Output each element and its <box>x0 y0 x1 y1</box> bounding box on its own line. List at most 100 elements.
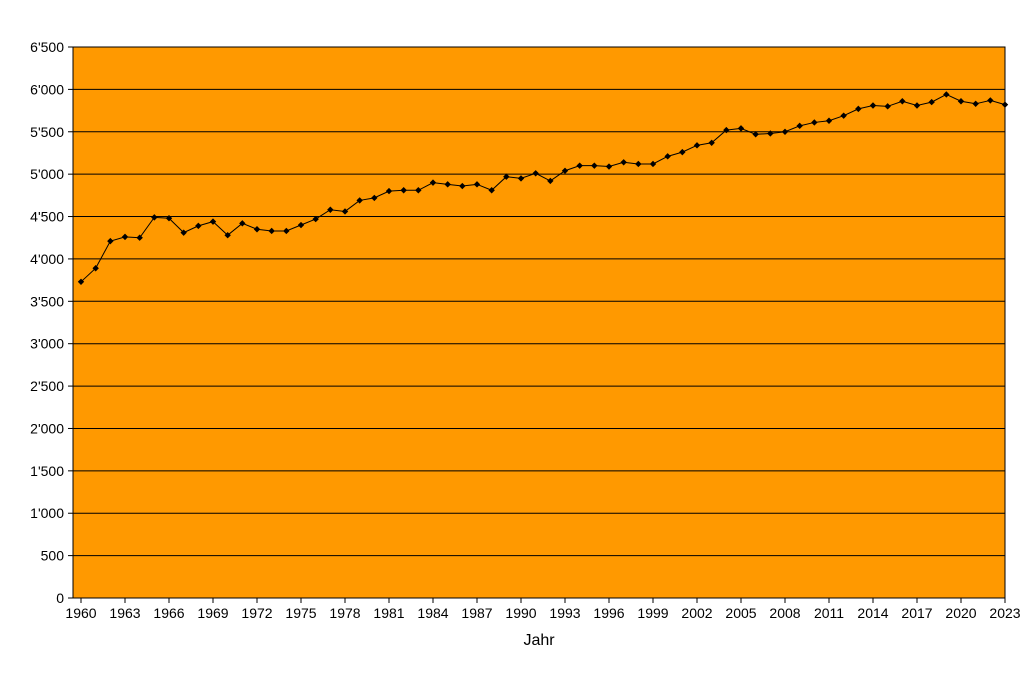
gridlines <box>73 46 1005 599</box>
data-point-marker <box>341 208 349 215</box>
data-point-marker <box>752 131 759 138</box>
y-tick-label: 2'000 <box>30 420 64 436</box>
data-point-marker <box>913 102 921 109</box>
x-tick-label: 1984 <box>417 605 448 621</box>
data-point-marker <box>224 231 231 239</box>
data-point-marker <box>957 98 965 105</box>
data-point-marker <box>855 105 862 113</box>
x-tick-label: 1987 <box>461 605 492 621</box>
x-tick-label: 1972 <box>241 605 272 621</box>
data-point-marker <box>415 187 422 194</box>
x-tick-label: 2011 <box>814 605 844 621</box>
data-point-marker <box>987 97 994 104</box>
x-tick-label: 1975 <box>285 605 316 621</box>
x-tick-label: 2020 <box>945 605 976 621</box>
data-point-marker <box>635 160 642 168</box>
data-point-marker <box>767 130 774 137</box>
data-point-marker <box>825 117 833 124</box>
data-point-marker <box>884 103 891 110</box>
data-point-marker <box>723 126 730 134</box>
data-point-marker <box>532 170 539 177</box>
data-point-marker <box>547 177 554 185</box>
data-point-marker <box>239 220 246 227</box>
data-point-marker <box>664 153 671 160</box>
data-point-marker <box>312 215 319 223</box>
data-point-marker <box>869 102 877 109</box>
x-tick-label: 1999 <box>637 605 668 621</box>
data-point-marker <box>811 119 818 126</box>
data-point-marker <box>165 215 173 222</box>
data-point-marker <box>781 128 789 135</box>
data-point-marker <box>356 197 363 204</box>
x-tick-label: 1978 <box>329 605 360 621</box>
y-tick-label: 1'500 <box>30 463 64 479</box>
data-point-marker <box>92 265 99 272</box>
data-point-marker <box>591 162 598 169</box>
data-point-marker <box>429 179 437 186</box>
data-point-marker <box>928 98 935 106</box>
data-point-marker <box>253 226 261 233</box>
data-point-marker <box>444 181 451 188</box>
series-line <box>80 93 1006 283</box>
data-point-marker <box>576 162 583 169</box>
x-tick-label: 1990 <box>505 605 536 621</box>
data-point-marker <box>459 182 466 190</box>
data-point-marker <box>796 122 803 130</box>
y-tick-label: 500 <box>41 548 65 564</box>
data-point-marker <box>840 112 847 119</box>
data-point-marker <box>561 167 569 174</box>
data-point-marker <box>209 218 217 225</box>
data-point-marker <box>283 227 290 235</box>
x-tick-label: 1963 <box>109 605 140 621</box>
data-point-marker <box>268 227 275 235</box>
data-point-marker <box>649 160 657 168</box>
data-point-marker <box>679 148 686 156</box>
x-tick-label: 1993 <box>549 605 580 621</box>
y-axis: 0 500 1'000 1'500 2'000 2'500 3'000 3'500 4'000 4… <box>30 39 73 606</box>
data-point-marker <box>195 222 202 230</box>
y-tick-label: 3'000 <box>30 336 64 352</box>
y-tick-label: 3'500 <box>30 293 64 309</box>
x-axis-title: Jahr <box>523 632 555 649</box>
data-point-marker <box>1001 101 1009 108</box>
data-point-marker <box>503 173 510 180</box>
series-group <box>77 91 1009 286</box>
x-tick-label: 1996 <box>593 605 624 621</box>
y-tick-label: 6'500 <box>30 39 64 55</box>
y-tick-label: 4'000 <box>30 251 64 267</box>
data-point-marker <box>620 159 627 166</box>
y-tick-label: 2'500 <box>30 378 64 394</box>
data-point-marker <box>107 237 114 245</box>
y-tick-label: 0 <box>56 590 64 606</box>
data-point-marker <box>737 125 745 132</box>
data-point-marker <box>943 91 950 98</box>
data-point-marker <box>899 98 906 105</box>
x-tick-label: 1981 <box>373 605 404 621</box>
data-point-marker <box>151 214 158 221</box>
data-point-marker <box>488 187 495 194</box>
y-tick-label: 4'500 <box>30 209 64 225</box>
data-point-marker <box>693 142 701 149</box>
data-point-marker <box>121 233 129 241</box>
data-point-marker <box>473 181 481 188</box>
x-axis: 1960 1963 1966 1969 1972 1975 1978 1981 1984 1987… <box>65 598 1021 621</box>
x-tick-label: 1966 <box>153 605 184 621</box>
data-point-marker <box>605 163 613 170</box>
data-point-marker <box>371 194 378 202</box>
x-tick-label: 1969 <box>197 605 228 621</box>
data-point-marker <box>517 175 525 182</box>
data-point-marker <box>385 187 393 195</box>
y-tick-label: 6'000 <box>30 81 64 97</box>
data-point-marker <box>327 206 334 213</box>
data-point-marker <box>400 187 407 194</box>
y-tick-label: 1'000 <box>30 505 64 521</box>
x-tick-label: 2014 <box>857 605 888 621</box>
x-tick-label: 2017 <box>901 605 932 621</box>
y-tick-label: 5'000 <box>30 166 64 182</box>
data-point-marker <box>972 100 979 107</box>
x-tick-label: 2002 <box>681 605 712 621</box>
y-tick-label: 5'500 <box>30 124 64 140</box>
data-point-marker <box>77 278 85 286</box>
